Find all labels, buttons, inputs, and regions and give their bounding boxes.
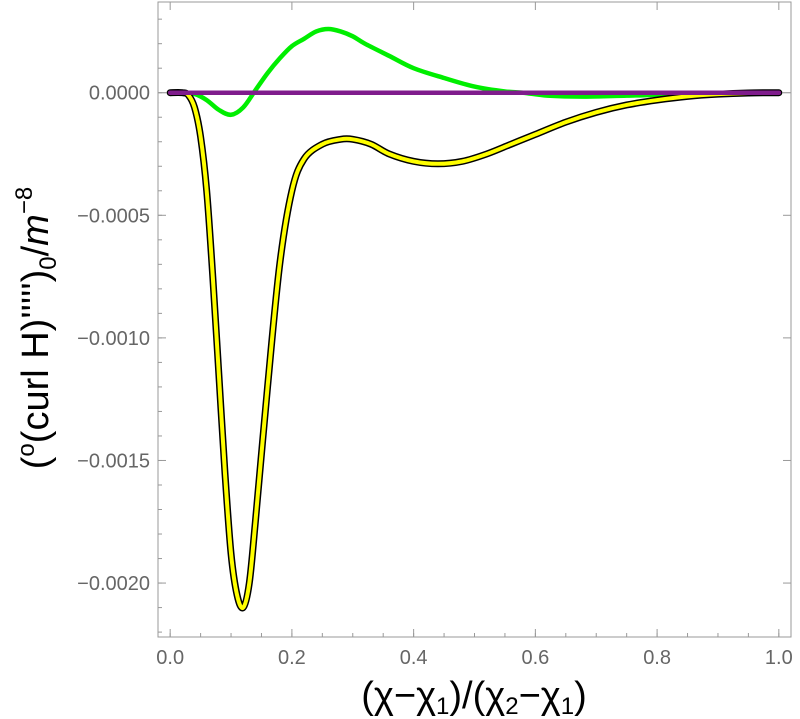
- series-0-line: [167, 26, 782, 118]
- plot-area: [157, 1, 792, 638]
- x-tick-label: 0.8: [643, 647, 671, 669]
- y-axis-label-part: /: [15, 245, 57, 256]
- x-axis-label-part: 2: [505, 693, 518, 719]
- y-axis-label-part: (: [15, 456, 57, 469]
- y-tick-label: 0.0000: [89, 83, 150, 105]
- y-tick-label: −0.0010: [77, 328, 150, 350]
- series-1-outline: [166, 89, 783, 612]
- x-tick-label: 0.4: [400, 647, 428, 669]
- x-axis-label-part: )/(χ: [449, 675, 505, 717]
- y-axis-label-part: o: [13, 443, 40, 456]
- series-1-line: [168, 90, 781, 611]
- y-axis-label-part: m: [15, 214, 57, 246]
- y-tick-label: −0.0015: [77, 450, 150, 472]
- x-axis-label-part: 1: [436, 693, 449, 719]
- y-axis-label-part: (curl H)'''''): [15, 270, 57, 443]
- x-tick-label: 0.0: [156, 647, 184, 669]
- y-axis-label: (o(curl H)''''')0/m−8: [11, 187, 62, 469]
- x-axis-label: (χ−χ1)/(χ2−χ1): [361, 675, 586, 719]
- x-tick-label: 1.0: [765, 647, 793, 669]
- y-tick-label: −0.0020: [77, 573, 150, 595]
- y-tick-label: −0.0005: [77, 205, 150, 227]
- y-axis-label-part: −8: [11, 187, 38, 214]
- tick-labels: 0.0 0.2 0.4 0.6 0.8 1.0 0.0000 −0.0005 −0.0010 −0…: [77, 83, 793, 669]
- x-tick-label: 0.2: [278, 647, 306, 669]
- x-axis-label-part: 1: [561, 693, 574, 719]
- y-axis-label-part: 0: [35, 256, 62, 269]
- x-axis-label-part: (χ−χ: [361, 675, 436, 717]
- x-axis-label-part: ): [574, 675, 587, 717]
- ticks: [158, 2, 791, 637]
- x-tick-label: 0.6: [521, 647, 549, 669]
- x-axis-label-part: −χ: [519, 675, 561, 717]
